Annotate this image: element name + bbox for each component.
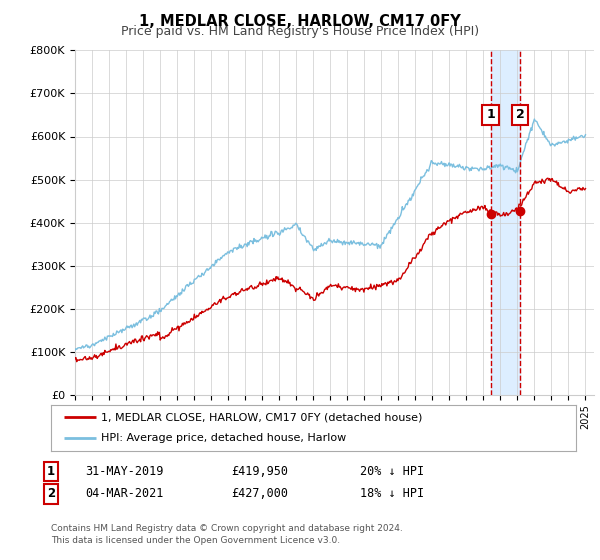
Text: £427,000: £427,000 xyxy=(231,487,288,501)
Text: 1: 1 xyxy=(47,465,55,478)
Text: 1, MEDLAR CLOSE, HARLOW, CM17 0FY: 1, MEDLAR CLOSE, HARLOW, CM17 0FY xyxy=(139,14,461,29)
Text: 2: 2 xyxy=(47,487,55,501)
Text: 1, MEDLAR CLOSE, HARLOW, CM17 0FY (detached house): 1, MEDLAR CLOSE, HARLOW, CM17 0FY (detac… xyxy=(101,412,422,422)
Text: 20% ↓ HPI: 20% ↓ HPI xyxy=(360,465,424,478)
Text: £419,950: £419,950 xyxy=(231,465,288,478)
Text: Price paid vs. HM Land Registry's House Price Index (HPI): Price paid vs. HM Land Registry's House … xyxy=(121,25,479,38)
Text: 1: 1 xyxy=(486,109,495,122)
Text: HPI: Average price, detached house, Harlow: HPI: Average price, detached house, Harl… xyxy=(101,433,346,444)
Text: 2: 2 xyxy=(516,109,524,122)
Text: 04-MAR-2021: 04-MAR-2021 xyxy=(85,487,164,501)
Bar xyxy=(491,50,520,395)
Text: Contains HM Land Registry data © Crown copyright and database right 2024.
This d: Contains HM Land Registry data © Crown c… xyxy=(51,524,403,545)
Text: 31-MAY-2019: 31-MAY-2019 xyxy=(85,465,164,478)
Text: 18% ↓ HPI: 18% ↓ HPI xyxy=(360,487,424,501)
